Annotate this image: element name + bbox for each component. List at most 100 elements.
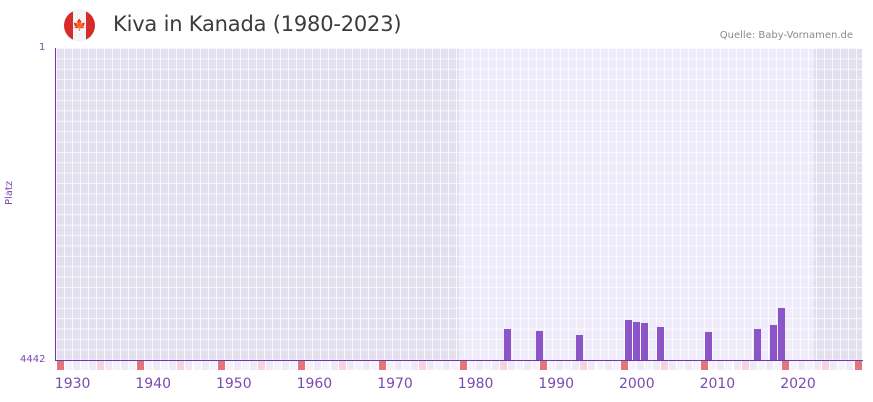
bar-1984[interactable] (503, 328, 511, 360)
bar-1988[interactable] (536, 331, 544, 360)
year-marker (741, 361, 749, 370)
x-tick-label: 2000 (618, 376, 655, 392)
year-marker (540, 361, 548, 370)
year-marker (604, 361, 612, 370)
year-marker (636, 361, 644, 370)
year-marker (241, 361, 249, 370)
year-marker (185, 361, 193, 370)
x-tick-label: 1980 (457, 376, 494, 392)
source-credit: Quelle: Baby-Vornamen.de (719, 30, 853, 41)
year-marker (209, 361, 217, 370)
year-marker (346, 361, 354, 370)
year-marker (830, 361, 838, 370)
year-marker (564, 361, 572, 370)
year-marker (628, 361, 636, 370)
year-marker (145, 361, 153, 370)
year-marker (693, 361, 701, 370)
year-marker (201, 361, 209, 370)
y-axis-line (55, 48, 56, 361)
bar-2015[interactable] (753, 328, 761, 360)
year-marker (112, 361, 120, 370)
plot-area (56, 48, 862, 360)
year-marker (789, 361, 797, 370)
bar-1999[interactable] (624, 319, 632, 360)
bar-2017[interactable] (769, 325, 777, 360)
year-marker (298, 361, 306, 370)
year-marker (548, 361, 556, 370)
year-marker (806, 361, 814, 370)
year-marker (822, 361, 830, 370)
year-marker (491, 361, 499, 370)
y-tick-bottom: 4442 (20, 354, 46, 365)
year-marker (290, 361, 298, 370)
year-marker (798, 361, 806, 370)
year-marker (612, 361, 620, 370)
year-marker (129, 361, 137, 370)
canada-flag-icon: 🍁 (64, 10, 95, 41)
year-marker (225, 361, 233, 370)
year-marker (757, 361, 765, 370)
year-marker (588, 361, 596, 370)
year-marker (532, 361, 540, 370)
year-marker (266, 361, 274, 370)
year-marker (451, 361, 459, 370)
year-marker (274, 361, 282, 370)
year-marker (411, 361, 419, 370)
year-marker (362, 361, 370, 370)
year-marker (370, 361, 378, 370)
x-tick-label: 1970 (377, 376, 413, 392)
year-marker (459, 361, 467, 370)
year-marker (846, 361, 854, 370)
year-marker (233, 361, 241, 370)
year-marker (677, 361, 685, 370)
year-marker (467, 361, 475, 370)
x-tick-label: 2010 (699, 376, 736, 392)
year-marker (56, 361, 64, 370)
year-marker (96, 361, 104, 370)
bar-1993[interactable] (576, 334, 584, 360)
year-marker (120, 361, 128, 370)
year-marker (596, 361, 604, 370)
year-marker (733, 361, 741, 370)
year-marker (475, 361, 483, 370)
year-marker (685, 361, 693, 370)
year-marker (193, 361, 201, 370)
grid (56, 48, 862, 360)
year-marker (249, 361, 257, 370)
year-marker (88, 361, 96, 370)
year-marker (419, 361, 427, 370)
year-marker (386, 361, 394, 370)
x-tick-label: 1990 (538, 376, 575, 392)
x-tick-label: 1930 (54, 376, 91, 392)
bar-2009[interactable] (705, 332, 713, 360)
year-marker (306, 361, 314, 370)
year-marker (72, 361, 80, 370)
year-marker (644, 361, 652, 370)
year-marker (765, 361, 773, 370)
year-marker (781, 361, 789, 370)
year-marker (855, 361, 862, 370)
year-marker (354, 361, 362, 370)
year-marker (443, 361, 451, 370)
year-marker (282, 361, 290, 370)
year-marker (507, 361, 515, 370)
year-marker (137, 361, 145, 370)
year-marker (620, 361, 628, 370)
year-marker (435, 361, 443, 370)
year-marker (483, 361, 491, 370)
year-marker (395, 361, 403, 370)
year-marker (838, 361, 846, 370)
bar-2018[interactable] (777, 307, 785, 360)
bar-2003[interactable] (657, 327, 664, 360)
bar-2001[interactable] (640, 322, 648, 360)
year-marker (701, 361, 709, 370)
year-marker (725, 361, 733, 370)
year-marker (153, 361, 161, 370)
year-marker-row (56, 361, 862, 370)
bar-2000[interactable] (632, 321, 640, 360)
year-marker (814, 361, 822, 370)
chart-title: Kiva in Kanada (1980-2023) (113, 12, 402, 36)
year-marker (749, 361, 757, 370)
year-marker (64, 361, 72, 370)
year-marker (314, 361, 322, 370)
